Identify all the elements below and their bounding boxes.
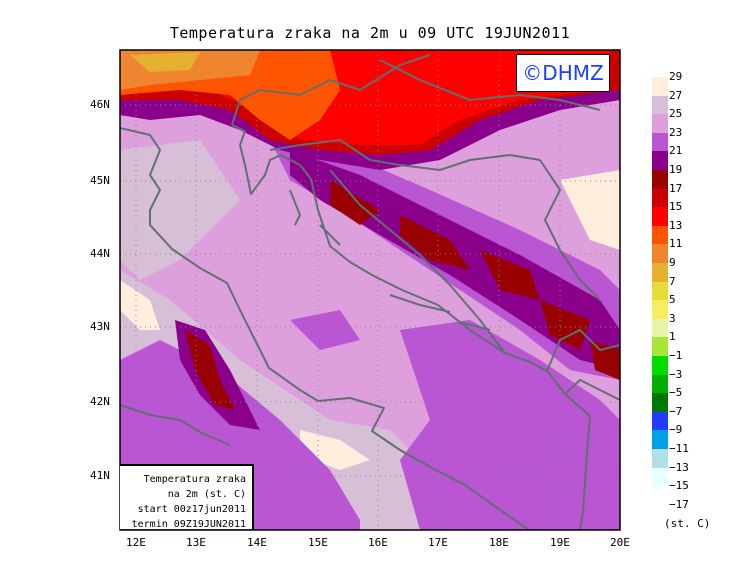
- colorbar-label: 1: [669, 330, 676, 344]
- colorbar-label: 27: [669, 88, 683, 102]
- borders: [231, 54, 620, 401]
- colorbar-swatch: [652, 430, 668, 450]
- colorbar-swatch: [652, 114, 668, 134]
- lon-label: 13E: [186, 536, 206, 549]
- dark-red-zone: [330, 180, 620, 380]
- lon-label: 15E: [308, 536, 328, 549]
- warm-spot: [560, 170, 620, 250]
- info-line: start 00z17jun2011: [137, 504, 246, 515]
- warm-spot: [120, 280, 160, 330]
- colorbar-label: −3: [669, 367, 683, 381]
- colorbar-label: −1: [669, 349, 683, 362]
- colorbar-swatch: [652, 281, 668, 301]
- colorbar-label: 19: [669, 163, 683, 176]
- lon-label: 14E: [247, 536, 267, 549]
- colorbar-swatch: [652, 300, 668, 320]
- colorbar-swatch: [652, 449, 668, 469]
- colorbar-label: 5: [669, 293, 676, 307]
- colorbar-swatch: [652, 188, 668, 208]
- colorbar-swatch: [652, 318, 668, 338]
- colorbar-swatch: [652, 77, 668, 97]
- lon-label: 12E: [126, 536, 146, 549]
- colorbar-label: 29: [669, 70, 683, 83]
- colorbar-swatch: [652, 207, 668, 227]
- colorbar-swatch: [652, 374, 668, 394]
- info-line: termin 09Z19JUN2011: [131, 519, 246, 530]
- colorbar-label: −13: [669, 460, 689, 474]
- colorbar-label: −7: [669, 404, 683, 418]
- info-box: Temperatura zraka na 2m (st. C) start 00…: [120, 464, 254, 530]
- colorbar-label: −15: [669, 479, 689, 493]
- colorbar-label: 13: [669, 218, 683, 232]
- graticule: [120, 50, 620, 530]
- purple-zone: [290, 310, 360, 350]
- lat-label: 46N: [90, 98, 110, 111]
- colorbar-label: 3: [669, 311, 676, 325]
- purple-zone: [400, 320, 620, 530]
- lat-label: 43N: [90, 320, 110, 333]
- colorbar-swatch: [652, 132, 668, 152]
- dark-red-zone: [185, 330, 235, 410]
- colorbar-label: 23: [669, 125, 683, 139]
- colorbar-swatch: [652, 337, 668, 357]
- colorbar-swatch: [652, 393, 668, 413]
- colorbar-label: 7: [669, 274, 676, 288]
- colorbar-label: −17: [669, 497, 689, 511]
- colorbar-label: 25: [669, 107, 683, 121]
- map-title: Temperatura zraka na 2m u 09 UTC 19JUN20…: [169, 24, 571, 42]
- lat-label: 41N: [90, 469, 110, 482]
- colorbar-label: 9: [669, 256, 676, 269]
- lon-label: 20E: [610, 536, 630, 549]
- dhmz-logo: ©DHMZ: [516, 54, 610, 92]
- colorbar-swatch: [652, 411, 668, 431]
- colorbar-label: 11: [669, 237, 683, 251]
- colorbar-swatch: [652, 244, 668, 264]
- colorbar-swatch: [652, 263, 668, 283]
- colorbar-label: 17: [669, 181, 683, 195]
- colorbar-swatch: [652, 467, 668, 487]
- lon-label: 17E: [428, 536, 448, 549]
- colorbar-swatch: [652, 170, 668, 190]
- map-frame: [119, 49, 621, 531]
- colorbar-swatch: [652, 356, 668, 376]
- colorbar-swatch: [652, 95, 668, 115]
- colorbar-label: −9: [669, 423, 683, 437]
- colorbar-unit: (st. C): [664, 517, 711, 530]
- lat-label: 44N: [90, 247, 110, 260]
- lon-label: 19E: [550, 536, 570, 549]
- colorbar-label: 15: [669, 200, 683, 214]
- info-line: na 2m (st. C): [167, 489, 246, 500]
- lat-label: 42N: [90, 395, 110, 408]
- gold-zone: [130, 52, 200, 72]
- lon-label: 18E: [489, 536, 509, 549]
- colorbar-label: 21: [669, 144, 683, 158]
- colorbar-swatch: [652, 151, 668, 171]
- lat-label: 45N: [90, 174, 110, 187]
- colorbar-label: −11: [669, 442, 689, 455]
- info-line: Temperatura zraka: [143, 474, 246, 485]
- colorbar-label: −5: [669, 386, 683, 400]
- colorbar-swatch: [652, 225, 668, 245]
- lon-label: 16E: [368, 536, 388, 549]
